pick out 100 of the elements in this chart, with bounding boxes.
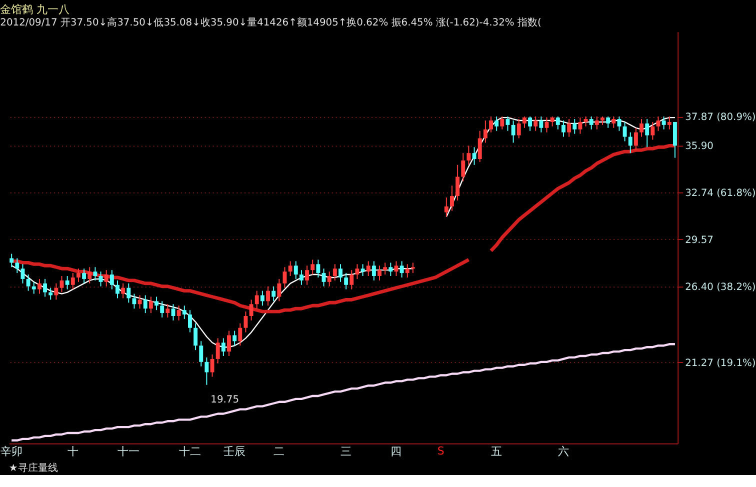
candlestick	[37, 278, 42, 294]
candlestick	[556, 116, 560, 130]
candlestick	[143, 294, 148, 314]
candlestick	[405, 264, 410, 278]
candlestick	[216, 338, 220, 364]
candlestick	[350, 270, 354, 290]
candlestick	[132, 293, 136, 310]
candlestick	[166, 304, 170, 318]
candlestick	[126, 282, 131, 304]
candlestick	[288, 260, 292, 276]
candlestick	[260, 290, 264, 306]
text: ★寻庄量线	[8, 462, 58, 474]
candlestick	[254, 290, 259, 310]
candlestick	[410, 262, 415, 274]
candlestick	[305, 265, 310, 286]
candlestick	[589, 116, 594, 130]
candlestick	[327, 271, 332, 287]
candlestick	[110, 270, 114, 290]
candlestick	[534, 116, 538, 132]
candlestick	[204, 356, 209, 386]
candlestick	[539, 116, 544, 133]
candlestick	[338, 264, 342, 282]
candlestick	[506, 116, 510, 132]
candlestick	[388, 262, 393, 276]
candlestick	[606, 116, 610, 128]
candlestick	[221, 338, 226, 356]
candlestick	[567, 118, 572, 138]
candlestick	[522, 116, 526, 128]
candlestick	[48, 287, 53, 300]
candlestick	[176, 305, 181, 321]
candlestick	[400, 260, 404, 278]
candlestick	[550, 116, 554, 127]
candlestick	[98, 271, 103, 287]
candlestick	[316, 259, 320, 278]
candlestick	[383, 262, 388, 276]
candlestick	[561, 120, 566, 138]
candlestick	[232, 330, 237, 346]
candlestick	[645, 118, 650, 148]
candlestick	[612, 116, 616, 128]
candlestick	[82, 268, 86, 284]
line-series	[10, 343, 676, 442]
candlestick	[628, 132, 632, 154]
candlestick	[43, 278, 48, 298]
candlestick	[378, 265, 382, 281]
candlestick	[104, 270, 108, 287]
candlestick	[244, 311, 248, 333]
candlestick	[210, 354, 214, 378]
candlestick	[160, 300, 164, 318]
chart-subtitle: 2012/09/17 开37.50↓高37.50↓低35.08↓收35.90↓量41426↑额14905↑换0.62% 振6.45% 涨(-1.62)-4.32% 指数(	[0, 16, 542, 29]
candlestick	[238, 322, 242, 346]
candlestick	[65, 276, 70, 290]
candlestick	[93, 266, 98, 281]
candlestick	[366, 260, 370, 276]
x-tick-label: 四	[390, 444, 402, 458]
candlestick	[70, 272, 75, 290]
candlestick	[528, 116, 532, 132]
candlestick	[299, 270, 304, 286]
candlestick	[634, 127, 638, 151]
x-tick-label: 辛卯	[0, 444, 23, 458]
candlestick	[15, 258, 20, 274]
candlestick	[672, 121, 677, 158]
candlestick	[182, 305, 186, 320]
candlestick	[249, 299, 254, 321]
candlestick	[516, 118, 521, 139]
y-tick-label: 21.27 (19.1%)	[685, 358, 756, 369]
candlestick	[76, 268, 80, 282]
candlestick	[494, 116, 499, 132]
x-tick-label: 十一	[118, 444, 140, 458]
candlestick	[617, 116, 622, 132]
candlestick	[372, 260, 376, 281]
candlestick	[138, 294, 142, 310]
y-tick-label: 32.74 (61.8%)	[685, 188, 756, 199]
x-tick-label: 三	[340, 444, 352, 458]
text: S	[437, 444, 444, 458]
candlestick	[489, 116, 493, 133]
candlestick	[32, 281, 36, 294]
chart-title: 金馆鹤 九一八	[0, 2, 70, 16]
candlestick	[478, 130, 482, 162]
candlestick	[355, 264, 360, 280]
candlestick	[116, 280, 120, 299]
candlestick	[88, 266, 92, 284]
candlestick	[594, 116, 599, 130]
candlestick	[572, 118, 577, 134]
candlestick	[483, 120, 488, 144]
candlestick	[310, 259, 315, 276]
candlestick	[511, 120, 516, 144]
x-tick-label: 五	[491, 444, 502, 458]
candlestick	[148, 296, 153, 314]
candlestick	[188, 310, 192, 333]
x-tick-label: 十二	[178, 444, 201, 458]
candlestick	[54, 282, 58, 300]
candlestick	[121, 282, 126, 299]
candlestick	[344, 272, 348, 290]
candlestick	[456, 164, 460, 201]
candlestick	[294, 260, 298, 280]
y-tick-label: 26.40 (38.2%)	[685, 282, 756, 293]
candlestick	[444, 197, 448, 218]
candlestick	[450, 185, 454, 212]
candlestick	[332, 264, 337, 281]
candlestick	[194, 322, 198, 351]
